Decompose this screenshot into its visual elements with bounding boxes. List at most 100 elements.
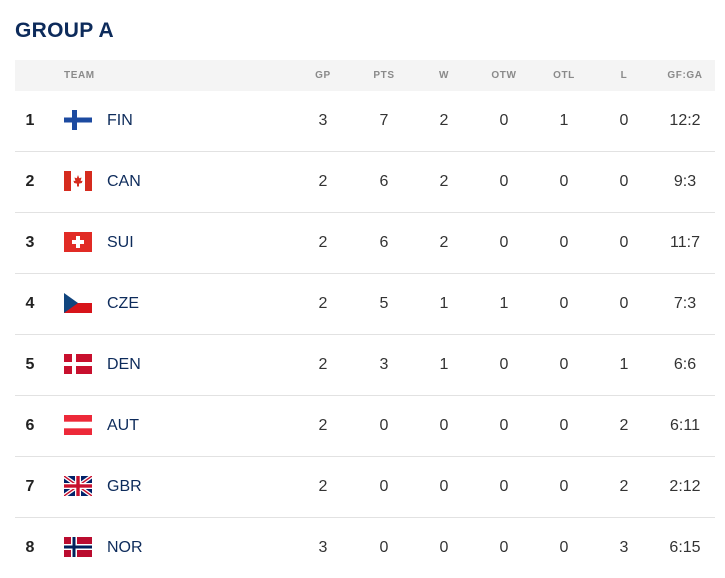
ot-wins-cell: 1 (499, 295, 509, 312)
ot-losses-cell: 0 (559, 173, 569, 190)
wins-cell: 0 (439, 478, 449, 495)
losses-cell: 0 (619, 234, 629, 251)
czechia-flag-icon (64, 293, 92, 313)
column-header-l[interactable]: L (620, 70, 628, 81)
great-britain-flag-icon (64, 476, 92, 496)
team-name-link[interactable]: CAN (107, 173, 141, 190)
rank-cell: 5 (25, 356, 35, 373)
team-name-link[interactable]: FIN (107, 112, 133, 129)
gp-cell: 3 (318, 112, 328, 129)
column-header-team[interactable]: TEAM (64, 70, 95, 81)
ot-wins-cell: 0 (499, 478, 509, 495)
pts-cell: 7 (379, 112, 389, 129)
column-header-pts[interactable]: PTS (373, 70, 395, 81)
table-row[interactable]: 8 NOR 3 0 0 0 0 3 6:15 (15, 518, 715, 578)
goals-cell: 6:11 (670, 417, 700, 434)
table-row[interactable]: 7 GBR 2 0 0 0 0 2 2:12 (15, 457, 715, 518)
gp-cell: 2 (318, 173, 328, 190)
losses-cell: 0 (619, 112, 629, 129)
table-body: 1 FIN 3 7 2 0 1 0 12:2 2 CAN 2 6 2 0 0 0 9:3 3 SUI 2 6 2 0 0 0 11:… (15, 91, 715, 578)
gp-cell: 2 (318, 356, 328, 373)
goals-cell: 9:3 (673, 173, 697, 190)
wins-cell: 1 (439, 356, 449, 373)
ot-wins-cell: 0 (499, 539, 509, 556)
pts-cell: 0 (379, 539, 389, 556)
goals-cell: 2:12 (669, 478, 701, 495)
ot-wins-cell: 0 (499, 112, 509, 129)
ot-losses-cell: 0 (559, 234, 569, 251)
ot-wins-cell: 0 (499, 234, 509, 251)
wins-cell: 2 (439, 173, 449, 190)
losses-cell: 2 (619, 478, 629, 495)
pts-cell: 3 (379, 356, 389, 373)
gp-cell: 2 (318, 417, 328, 434)
ot-wins-cell: 0 (499, 417, 509, 434)
ot-losses-cell: 0 (559, 539, 569, 556)
column-header-gp[interactable]: GP (315, 70, 331, 81)
pts-cell: 0 (379, 478, 389, 495)
rank-cell: 6 (25, 417, 35, 434)
losses-cell: 0 (619, 173, 629, 190)
team-name-link[interactable]: SUI (107, 234, 134, 251)
ot-wins-cell: 0 (499, 356, 509, 373)
team-name-link[interactable]: CZE (107, 295, 139, 312)
rank-cell: 2 (25, 173, 35, 190)
losses-cell: 2 (619, 417, 629, 434)
wins-cell: 2 (439, 234, 449, 251)
column-header-otw[interactable]: OTW (491, 70, 517, 81)
ot-wins-cell: 0 (499, 173, 509, 190)
rank-cell: 8 (25, 539, 35, 556)
wins-cell: 2 (439, 112, 449, 129)
goals-cell: 6:15 (669, 539, 701, 556)
group-title: GROUP A (15, 19, 114, 42)
column-header-gf-ga[interactable]: GF:GA (667, 70, 703, 81)
pts-cell: 6 (379, 173, 389, 190)
gp-cell: 2 (318, 478, 328, 495)
denmark-flag-icon (64, 354, 92, 374)
losses-cell: 1 (619, 356, 629, 373)
ot-losses-cell: 1 (559, 112, 569, 129)
losses-cell: 0 (619, 295, 629, 312)
switzerland-flag-icon (64, 232, 92, 252)
rank-cell: 1 (25, 112, 35, 129)
ot-losses-cell: 0 (559, 417, 569, 434)
ot-losses-cell: 0 (559, 478, 569, 495)
wins-cell: 0 (439, 417, 449, 434)
goals-cell: 6:6 (673, 356, 697, 373)
wins-cell: 1 (439, 295, 449, 312)
standings-table: TEAM GP PTS W OTW OTL L GF:GA 1 FIN 3 7 2 0 1 0… (15, 60, 715, 578)
column-header-w[interactable]: W (438, 70, 450, 81)
losses-cell: 3 (619, 539, 629, 556)
goals-cell: 11:7 (670, 234, 700, 251)
goals-cell: 7:3 (673, 295, 697, 312)
norway-flag-icon (64, 537, 92, 557)
table-header: TEAM GP PTS W OTW OTL L GF:GA (15, 60, 715, 91)
gp-cell: 3 (318, 539, 328, 556)
team-name-link[interactable]: DEN (107, 356, 141, 373)
team-name-link[interactable]: AUT (107, 417, 139, 434)
rank-cell: 3 (25, 234, 35, 251)
column-header-otl[interactable]: OTL (553, 70, 575, 81)
ot-losses-cell: 0 (559, 356, 569, 373)
table-row[interactable]: 3 SUI 2 6 2 0 0 0 11:7 (15, 213, 715, 274)
table-row[interactable]: 4 CZE 2 5 1 1 0 0 7:3 (15, 274, 715, 335)
table-row[interactable]: 5 DEN 2 3 1 0 0 1 6:6 (15, 335, 715, 396)
table-row[interactable]: 6 AUT 2 0 0 0 0 2 6:11 (15, 396, 715, 457)
finland-flag-icon (64, 110, 92, 130)
rank-cell: 4 (25, 295, 35, 312)
team-name-link[interactable]: GBR (107, 478, 142, 495)
team-name-link[interactable]: NOR (107, 539, 143, 556)
ot-losses-cell: 0 (559, 295, 569, 312)
gp-cell: 2 (318, 295, 328, 312)
canada-flag-icon (64, 171, 92, 191)
gp-cell: 2 (318, 234, 328, 251)
wins-cell: 0 (439, 539, 449, 556)
pts-cell: 5 (379, 295, 389, 312)
table-row[interactable]: 2 CAN 2 6 2 0 0 0 9:3 (15, 152, 715, 213)
pts-cell: 0 (379, 417, 389, 434)
pts-cell: 6 (379, 234, 389, 251)
austria-flag-icon (64, 415, 92, 435)
rank-cell: 7 (25, 478, 35, 495)
table-row[interactable]: 1 FIN 3 7 2 0 1 0 12:2 (15, 91, 715, 152)
goals-cell: 12:2 (669, 112, 701, 129)
